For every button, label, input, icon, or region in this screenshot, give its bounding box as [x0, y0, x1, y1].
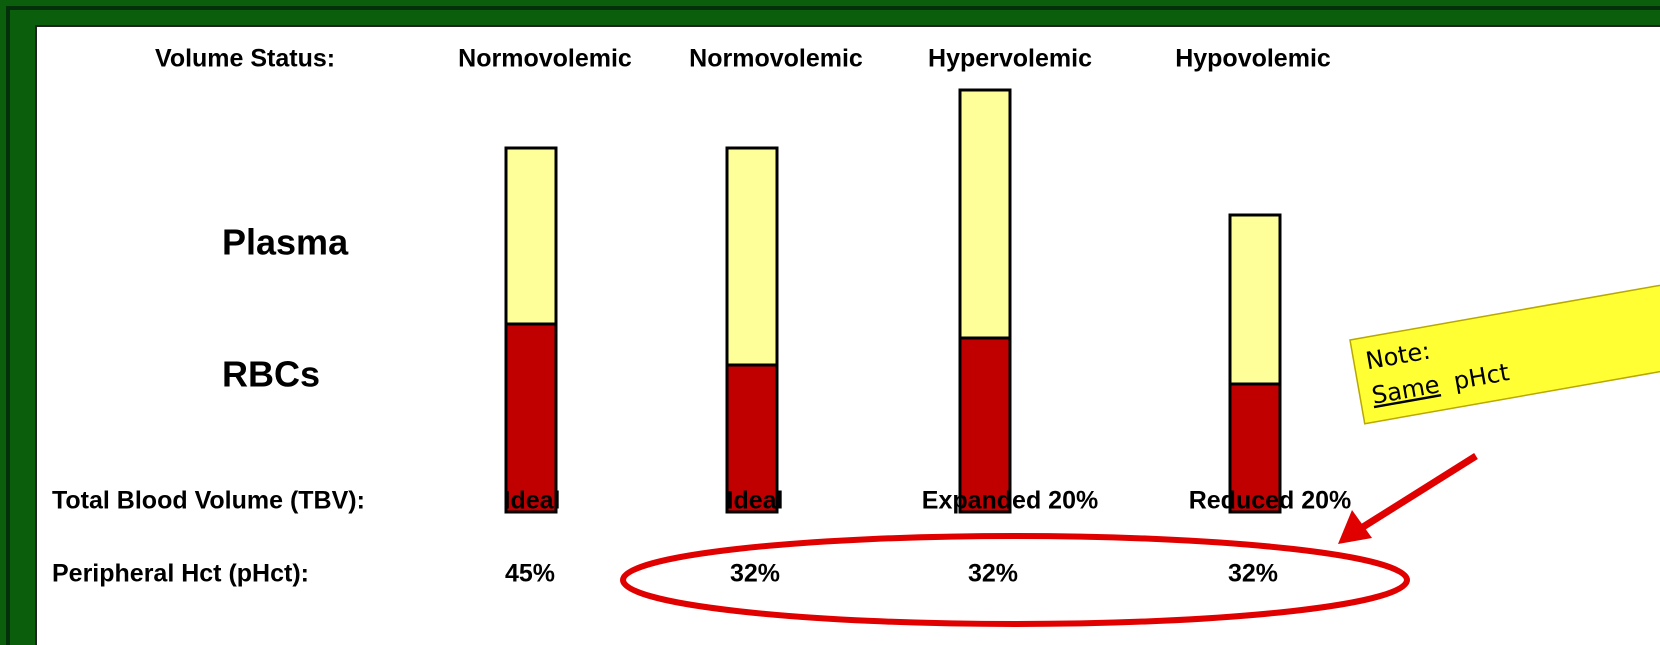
tbv-value: Ideal	[727, 487, 784, 515]
tbv-value: Expanded 20%	[922, 487, 1098, 515]
plasma-bar	[504, 146, 558, 326]
status: Normovolemic	[458, 45, 632, 73]
frame-line	[6, 6, 1660, 645]
plasma-bar	[1228, 213, 1282, 386]
arrow-shaft	[1353, 453, 1478, 535]
tbv-value: Reduced 20%	[1189, 487, 1352, 515]
plasma-bar	[958, 88, 1012, 340]
phct-value: 32%	[730, 560, 780, 588]
phct-value: 32%	[1228, 560, 1278, 588]
phct-value: 32%	[968, 560, 1018, 588]
plasma-label: Plasma	[222, 222, 349, 263]
plasma-bar	[725, 146, 779, 367]
header-label: Volume Status:	[155, 45, 335, 73]
rbc-bar	[1228, 382, 1282, 514]
sticky-note: Note: Same pHct	[1349, 281, 1660, 425]
tbv-value: Ideal	[504, 487, 561, 515]
rbc-bar	[958, 336, 1012, 514]
bars	[504, 88, 1282, 514]
rbc-bar	[504, 322, 558, 514]
highlight-ellipse	[620, 533, 1410, 627]
status: Hypovolemic	[1175, 45, 1331, 73]
phct-value: 45%	[505, 560, 555, 588]
rbc-bar	[725, 363, 779, 514]
status: Normovolemic	[689, 45, 863, 73]
status: Hypervolemic	[928, 45, 1092, 73]
phct-label: Peripheral Hct (pHct):	[52, 560, 309, 588]
tbv-label: Total Blood Volume (TBV):	[52, 487, 365, 515]
note-paper	[1349, 281, 1660, 425]
arrow-head	[1338, 510, 1372, 544]
rbcs-label: RBCs	[222, 354, 320, 395]
